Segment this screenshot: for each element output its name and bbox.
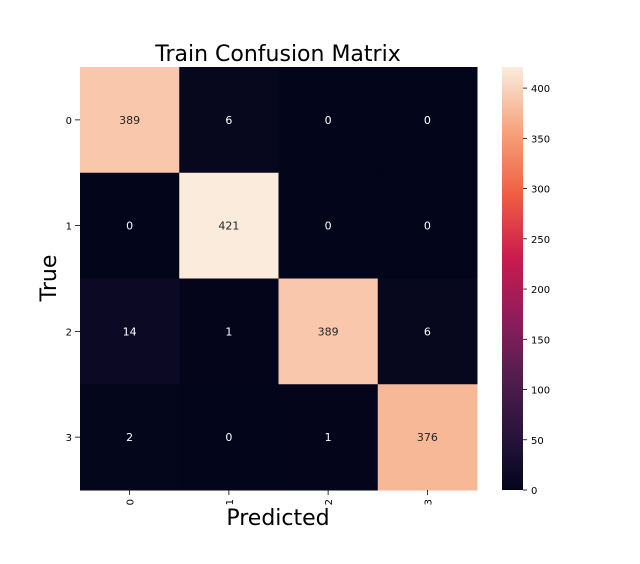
y-axis-label: True <box>37 255 62 303</box>
colorbar <box>502 67 523 490</box>
heatmap-cell <box>80 278 180 385</box>
cell-value-label: 421 <box>218 220 239 233</box>
x-tick-label: 1 <box>225 499 236 505</box>
y-tick-label: 1 <box>66 222 72 233</box>
chart-title: Train Confusion Matrix <box>154 42 400 67</box>
heatmap-cell <box>80 384 180 491</box>
heatmap-cells <box>80 67 478 491</box>
x-axis-label: Predicted <box>226 506 329 531</box>
cell-value-label: 389 <box>318 325 339 338</box>
colorbar-tick-label: 350 <box>531 134 550 145</box>
heatmap-cell <box>278 384 379 491</box>
cell-value-label: 14 <box>123 325 137 338</box>
cell-value-label: 0 <box>424 220 431 233</box>
cell-value-label: 0 <box>126 220 133 233</box>
colorbar-tick-label: 0 <box>531 486 537 497</box>
cell-value-label: 6 <box>225 114 232 127</box>
heatmap-cell <box>278 172 379 279</box>
cell-value-label: 389 <box>119 114 140 127</box>
heatmap-cell <box>278 278 379 385</box>
heatmap-cell <box>179 384 279 491</box>
cell-value-label: 0 <box>225 431 232 444</box>
heatmap-cell <box>179 278 279 385</box>
y-axis-ticks: 0 1 2 3 <box>66 116 80 444</box>
colorbar-tick-label: 200 <box>531 285 550 296</box>
heatmap-cell <box>179 172 279 279</box>
colorbar-tick-label: 250 <box>531 235 550 246</box>
heatmap-cell <box>377 67 478 174</box>
y-tick-label: 0 <box>66 116 72 127</box>
y-tick-label: 3 <box>66 433 72 444</box>
x-tick-label: 3 <box>423 499 434 505</box>
cell-value-label: 1 <box>225 325 232 338</box>
colorbar-ticks: 0 50 100 150 200 250 300 350 400 <box>523 84 550 497</box>
heatmap-cell <box>80 172 180 279</box>
colorbar-tick-label: 300 <box>531 185 550 196</box>
heatmap-cell <box>179 67 279 174</box>
cell-value-label: 0 <box>424 114 431 127</box>
cell-value-label: 1 <box>325 431 332 444</box>
x-axis-ticks: 0 1 2 3 <box>126 490 434 505</box>
colorbar-tick-label: 400 <box>531 84 550 95</box>
heatmap-cell <box>377 172 478 279</box>
heatmap-cell <box>80 67 180 174</box>
heatmap-cell <box>377 384 478 491</box>
heatmap-cell <box>377 278 478 385</box>
heatmap-cell-labels: 389 6 0 0 0 421 0 0 14 1 389 6 2 0 1 376 <box>119 114 438 444</box>
cell-value-label: 376 <box>417 431 438 444</box>
cell-value-label: 2 <box>126 431 133 444</box>
x-tick-label: 0 <box>126 499 137 505</box>
cell-value-label: 0 <box>325 220 332 233</box>
cell-value-label: 0 <box>325 114 332 127</box>
colorbar-tick-label: 100 <box>531 386 550 397</box>
colorbar-tick-label: 150 <box>531 335 550 346</box>
x-tick-label: 2 <box>324 499 335 505</box>
cell-value-label: 6 <box>424 325 431 338</box>
colorbar-tick-label: 50 <box>531 436 544 447</box>
heatmap-cell <box>278 67 379 174</box>
y-tick-label: 2 <box>66 327 72 338</box>
